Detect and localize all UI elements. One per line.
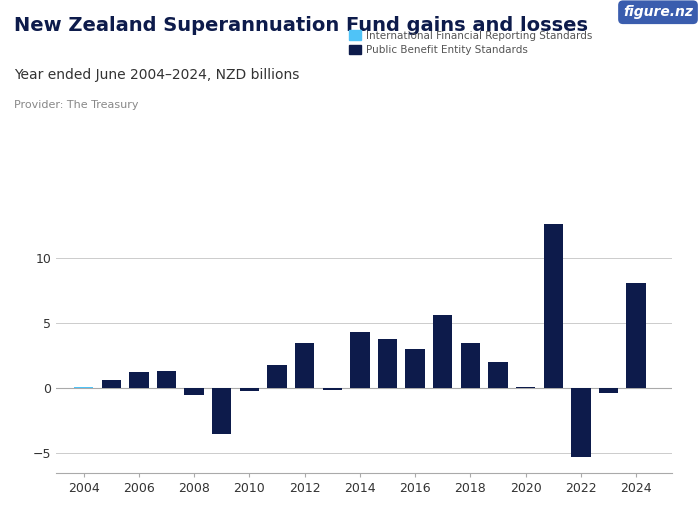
Text: Provider: The Treasury: Provider: The Treasury <box>14 100 139 110</box>
Text: Year ended June 2004–2024, NZD billions: Year ended June 2004–2024, NZD billions <box>14 68 300 82</box>
Bar <box>74 387 93 388</box>
Bar <box>350 332 370 388</box>
Bar <box>102 380 121 388</box>
Text: figure.nz: figure.nz <box>623 5 693 19</box>
Bar <box>461 342 480 388</box>
Bar <box>571 388 591 457</box>
Bar <box>433 315 452 388</box>
Bar <box>295 342 314 388</box>
Bar <box>239 388 259 391</box>
Bar <box>267 364 287 388</box>
Bar <box>626 282 646 388</box>
Bar <box>405 349 425 388</box>
Bar <box>212 388 232 434</box>
Text: New Zealand Superannuation Fund gains and losses: New Zealand Superannuation Fund gains an… <box>14 16 588 35</box>
Bar <box>489 362 508 388</box>
Bar <box>598 388 618 393</box>
Bar <box>516 387 536 388</box>
Bar <box>378 339 397 388</box>
Bar <box>130 372 148 388</box>
Bar <box>544 224 563 388</box>
Bar <box>157 371 176 388</box>
Legend: International Financial Reporting Standards, Public Benefit Entity Standards: International Financial Reporting Standa… <box>344 26 597 59</box>
Bar <box>184 388 204 394</box>
Bar <box>323 388 342 390</box>
